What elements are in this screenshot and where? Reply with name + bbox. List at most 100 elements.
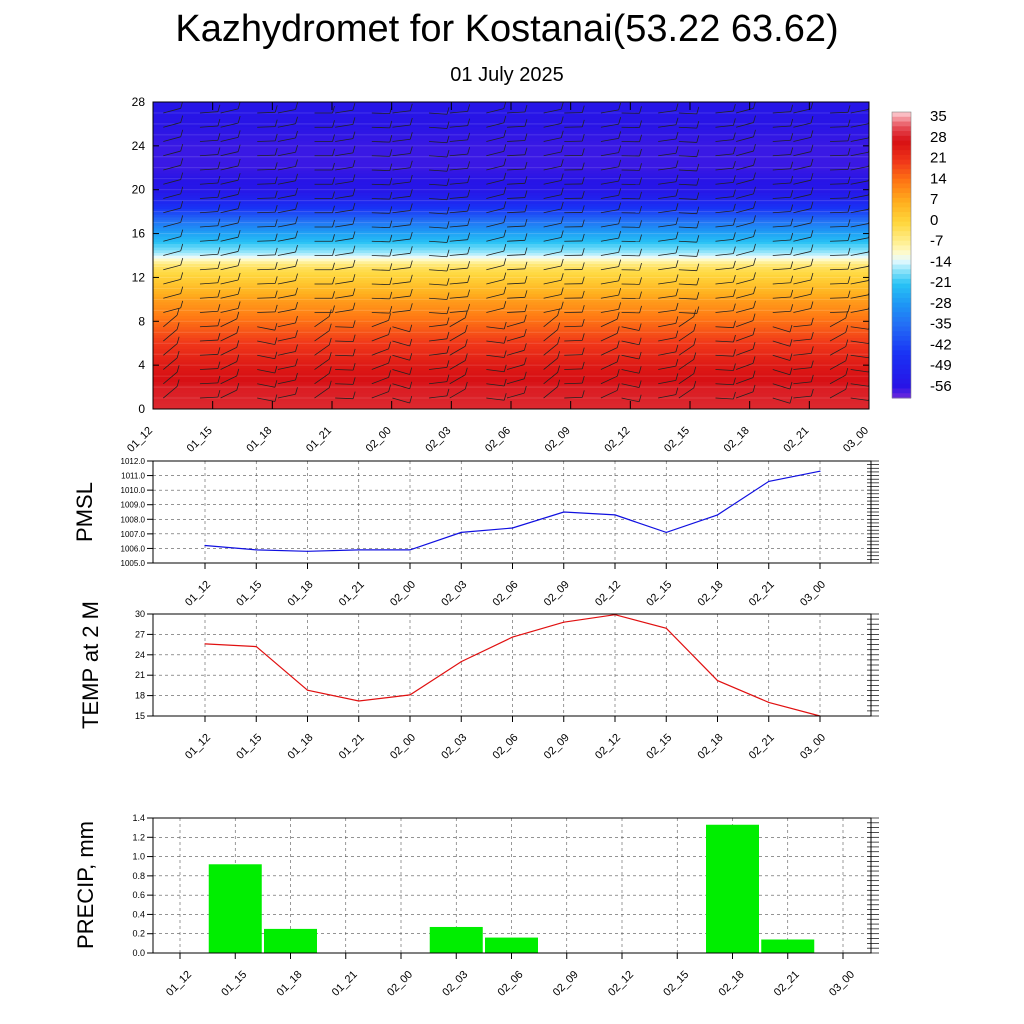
y-tick-label: 1010.0 — [121, 486, 146, 495]
wind-barb — [392, 369, 410, 375]
wind-barb — [793, 367, 812, 370]
wind-barb — [429, 352, 447, 356]
wind-barb — [772, 310, 791, 313]
wind-barb — [277, 265, 296, 271]
x-tick-label: 01_21 — [337, 732, 367, 762]
wind-barb — [257, 354, 275, 360]
wind-barb-flag — [176, 350, 180, 359]
wind-barb — [199, 139, 218, 142]
wind-barb — [678, 155, 697, 158]
wind-barb-flag — [752, 313, 756, 321]
colorbar-segment — [892, 307, 911, 313]
wind-barb-flag — [409, 103, 413, 111]
x-tick-label: 02_15 — [644, 579, 674, 609]
wind-barb-flag — [217, 232, 221, 241]
wind-barb-flag — [237, 230, 241, 238]
wind-barb — [199, 154, 218, 157]
wind-barb-flag — [581, 105, 585, 113]
wind-barb-flag — [810, 144, 814, 152]
wind-barb — [793, 352, 812, 356]
colorbar-segment — [892, 359, 911, 366]
wind-barb — [486, 250, 504, 256]
wind-barb-flag — [639, 134, 642, 142]
y-tick-label: 1011.0 — [121, 472, 145, 481]
heatmap-band — [153, 205, 869, 210]
wind-barb — [257, 397, 275, 402]
wind-barb — [658, 365, 676, 370]
wind-barb — [257, 311, 276, 313]
wind-barb — [335, 152, 354, 157]
wind-barb-flag — [295, 173, 298, 181]
wind-barb — [335, 166, 354, 171]
wind-barb-flag — [295, 273, 298, 281]
heatmap-band — [153, 340, 869, 344]
colorbar-segment — [892, 193, 911, 199]
wind-barb — [543, 308, 562, 313]
heatmap-band — [153, 216, 869, 221]
colorbar-segment — [892, 350, 911, 356]
heatmap-band — [153, 236, 869, 240]
data-point — [204, 643, 206, 645]
heatmap-band — [153, 120, 869, 125]
colorbar-segment — [892, 121, 911, 127]
wind-barb-flag — [639, 277, 642, 285]
wind-barb-flag — [274, 380, 278, 388]
wind-barb-flag — [467, 161, 471, 169]
wind-barb — [658, 209, 677, 214]
wind-barb — [277, 237, 296, 242]
wind-barb-flag — [503, 272, 507, 280]
pmsl-panel: 1005.0 1006.0 1007.0 1008.0 1009.0 1010.0 1011… — [72, 457, 879, 609]
wind-barb — [199, 211, 218, 214]
heatmap-band — [153, 384, 869, 388]
wind-barb-flag — [217, 118, 221, 127]
heatmap-band — [153, 288, 869, 292]
wind-barb — [735, 391, 754, 399]
wind-barb-flag — [752, 342, 756, 350]
wind-barb — [392, 383, 410, 390]
wind-barb — [715, 369, 734, 371]
wind-barb-flag — [696, 277, 700, 286]
x-tick-label: 02_15 — [661, 969, 691, 999]
wind-barb-flag — [560, 144, 564, 153]
wind-barb-flag — [639, 248, 642, 256]
wind-barb-flag — [581, 205, 585, 213]
wind-barb-flag — [180, 257, 184, 266]
wind-barb — [564, 339, 583, 342]
wind-barb-flag — [732, 203, 736, 211]
wind-barb-flag — [352, 103, 356, 111]
colorbar-label: -28 — [930, 295, 952, 312]
wind-barb-flag — [274, 190, 278, 198]
wind-barb-flag — [639, 305, 642, 313]
wind-barb-flag — [675, 302, 679, 311]
wind-barb-flag — [847, 276, 851, 284]
colorbar-segment — [892, 116, 911, 123]
wind-barb-flag — [732, 232, 736, 240]
wind-barb — [736, 293, 754, 299]
wind-barb — [220, 222, 239, 228]
wind-barb-flag — [180, 158, 184, 166]
heatmap-band — [153, 172, 869, 177]
wind-barb-flag — [274, 176, 278, 184]
wind-barb-flag — [274, 119, 278, 127]
wind-barb — [715, 253, 734, 256]
wind-barb-flag — [237, 244, 241, 252]
wind-barb-flag — [464, 367, 468, 375]
y-tick-label: 18 — [135, 691, 145, 701]
x-tick-label: 02_00 — [388, 579, 418, 609]
wind-barb-flag — [696, 106, 700, 115]
x-tick-label: 02_03 — [423, 425, 453, 455]
wind-barb — [736, 164, 754, 171]
wind-barb — [678, 283, 697, 286]
heatmap-band — [153, 126, 869, 130]
wind-barb — [486, 165, 504, 171]
heatmap-band — [153, 386, 869, 391]
wind-barb-flag — [790, 275, 794, 283]
wind-barb — [163, 236, 181, 242]
wind-barb-flag — [389, 192, 393, 200]
wind-barb — [449, 210, 468, 214]
wind-barb-flag — [524, 176, 528, 184]
wind-barb — [277, 137, 296, 142]
wind-barb-flag — [389, 220, 393, 228]
wind-barb-flag — [467, 246, 471, 255]
wind-barb — [829, 374, 846, 385]
